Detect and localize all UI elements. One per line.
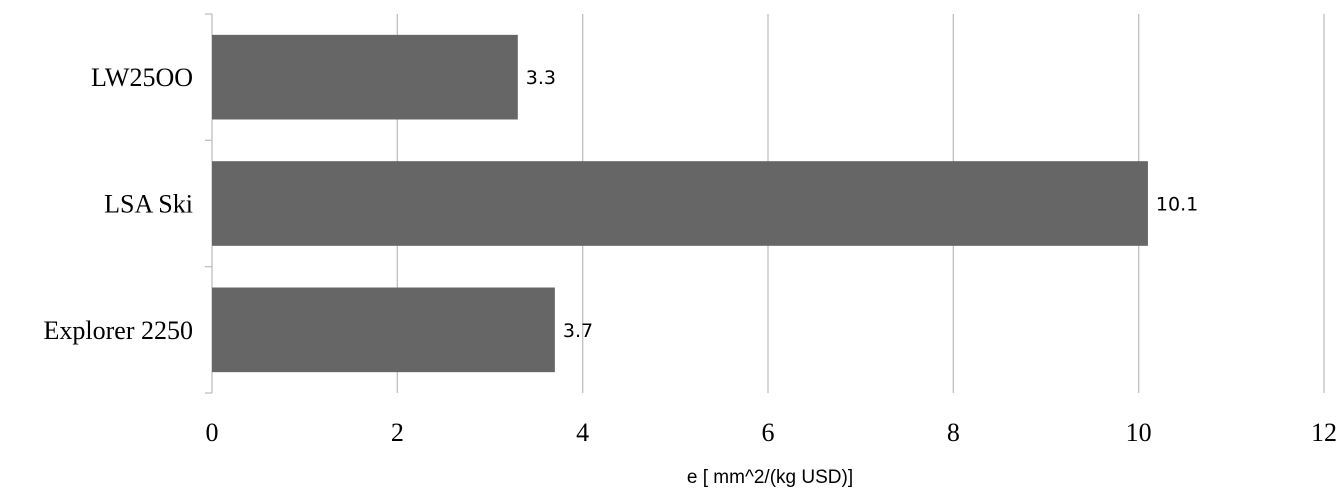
bar [212, 34, 518, 120]
bar [212, 161, 1148, 246]
bars [212, 34, 1148, 373]
x-tick-label: 10 [1126, 418, 1152, 447]
x-tick-label: 6 [762, 418, 775, 447]
category-label: Explorer 2250 [44, 316, 193, 345]
data-label: 10.1 [1156, 194, 1198, 216]
x-tick-label: 12 [1311, 418, 1337, 447]
category-label: LW25OO [91, 63, 193, 92]
x-axis-title: e [ mm^2/(kg USD)] [687, 467, 853, 488]
data-labels: 3.3 10.1 3.7 [526, 67, 1198, 342]
data-label: 3.7 [563, 320, 593, 342]
x-tick-label: 0 [206, 418, 219, 447]
bar [212, 287, 555, 373]
x-tick-label: 2 [391, 418, 404, 447]
x-tick-label: 4 [576, 418, 589, 447]
x-tick-labels: 0 2 4 6 8 10 12 [206, 418, 1338, 447]
axes [205, 13, 213, 394]
category-label: LSA Ski [104, 190, 193, 219]
x-tick-label: 8 [947, 418, 960, 447]
data-label: 3.3 [526, 67, 556, 89]
category-labels: LW25OO LSA Ski Explorer 2250 [44, 63, 193, 345]
